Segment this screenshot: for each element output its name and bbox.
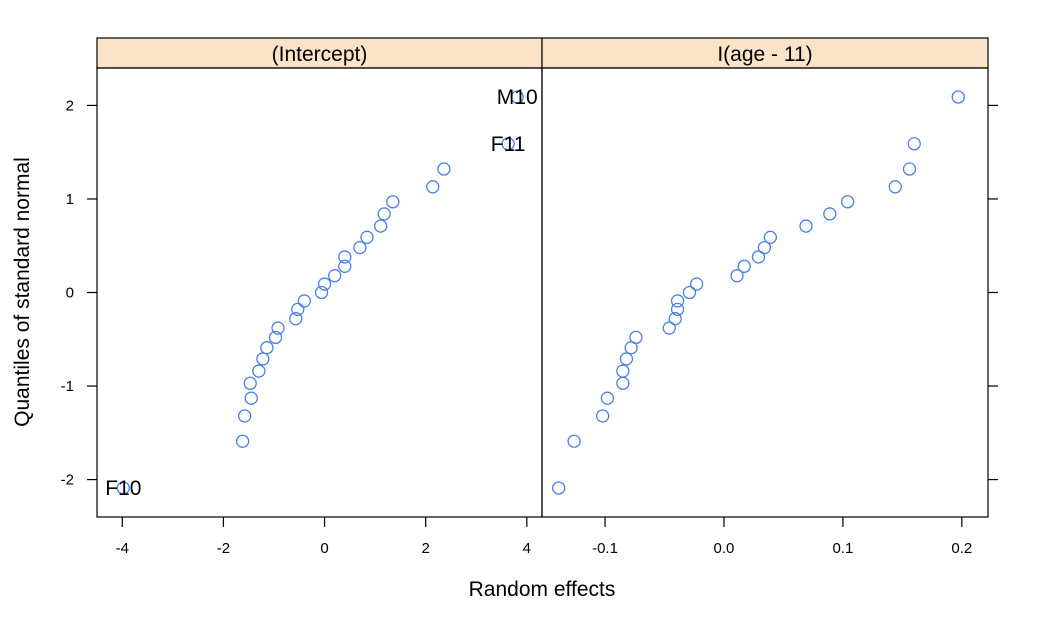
data-point [377, 207, 391, 221]
data-point [328, 269, 342, 283]
data-point [256, 352, 270, 366]
data-point [552, 481, 566, 495]
data-point [260, 341, 274, 355]
strip-intercept [96, 37, 543, 69]
data-point [501, 137, 515, 151]
data-point [668, 312, 682, 326]
y-axis-left: -2 -1 0 1 2 [61, 97, 97, 489]
data-point [235, 434, 250, 448]
strip-age [541, 37, 989, 69]
x-tick-label: -0.1 [592, 540, 618, 557]
data-point [426, 180, 440, 194]
data-point [116, 481, 130, 495]
points-intercept: F10 F11 M10 [105, 86, 537, 500]
point-label: F11 [491, 133, 526, 156]
point-label: F10 [105, 477, 141, 500]
points-age [552, 90, 965, 495]
data-point [751, 250, 766, 264]
x-tick-label: 0.1 [832, 540, 853, 557]
data-point [314, 285, 329, 300]
data-point [616, 364, 630, 378]
data-point [510, 90, 524, 104]
data-point [763, 230, 778, 244]
y-axis-right [988, 104, 998, 481]
data-point [951, 90, 965, 104]
y-axis-title: Quantiles of standard normal [11, 157, 34, 427]
x-tick-label: -4 [116, 540, 129, 557]
data-point [317, 277, 332, 291]
x-axis-age: -0.1 0.0 0.1 0.2 [592, 517, 972, 557]
data-point [689, 277, 704, 291]
panel-age: I(age - 11) -0.1 0.0 0.1 0.2 [541, 37, 989, 557]
x-tick-label: 0 [320, 540, 328, 557]
y-tick-label: 2 [66, 97, 74, 114]
data-point [757, 240, 772, 255]
data-point [289, 312, 303, 326]
data-point [271, 321, 285, 335]
data-point [823, 207, 837, 221]
data-point [600, 391, 615, 405]
x-tick-label: 0.2 [951, 540, 972, 557]
data-point [238, 409, 252, 423]
data-point [291, 302, 305, 316]
plot-frame-intercept [96, 67, 543, 518]
data-point [596, 409, 610, 423]
strip-label-age: I(age - 11) [717, 43, 812, 66]
data-point [730, 269, 744, 283]
data-point [360, 230, 374, 244]
y-tick-label: 0 [66, 285, 74, 302]
data-point [437, 162, 451, 176]
data-point [338, 250, 352, 264]
y-tick-label: -1 [61, 378, 74, 395]
data-point [297, 294, 311, 308]
data-point [670, 302, 685, 316]
data-point [902, 162, 917, 176]
data-point [252, 364, 266, 378]
data-point [619, 352, 634, 366]
x-axis-intercept: -4 -2 0 2 4 [116, 517, 531, 557]
panel-intercept: (Intercept) -4 -2 0 2 4 F10 F11 M10 [96, 37, 543, 557]
data-point [567, 434, 581, 448]
data-point [616, 376, 630, 390]
data-point [737, 259, 751, 273]
x-tick-label: 4 [523, 540, 531, 557]
data-point [682, 285, 697, 300]
plot-frame-age [541, 67, 989, 518]
x-tick-label: -2 [217, 540, 230, 557]
data-point [243, 376, 257, 390]
data-point [244, 391, 258, 405]
data-point [907, 137, 921, 151]
strip-label-intercept: (Intercept) [272, 43, 368, 66]
data-point [662, 321, 676, 335]
x-tick-label: 2 [422, 540, 430, 557]
data-point [670, 294, 685, 308]
data-point [386, 195, 400, 209]
data-point [338, 259, 352, 273]
x-tick-label: 0.0 [714, 540, 735, 557]
data-point [799, 219, 813, 233]
y-tick-label: 1 [66, 191, 74, 208]
y-tick-label: -2 [61, 472, 74, 489]
x-axis-title: Random effects [469, 578, 616, 601]
data-point [888, 180, 902, 194]
point-label: M10 [497, 86, 538, 109]
data-point [374, 219, 388, 233]
data-point [841, 195, 855, 209]
data-point [268, 330, 283, 345]
data-point [629, 330, 643, 345]
data-point [353, 240, 367, 255]
